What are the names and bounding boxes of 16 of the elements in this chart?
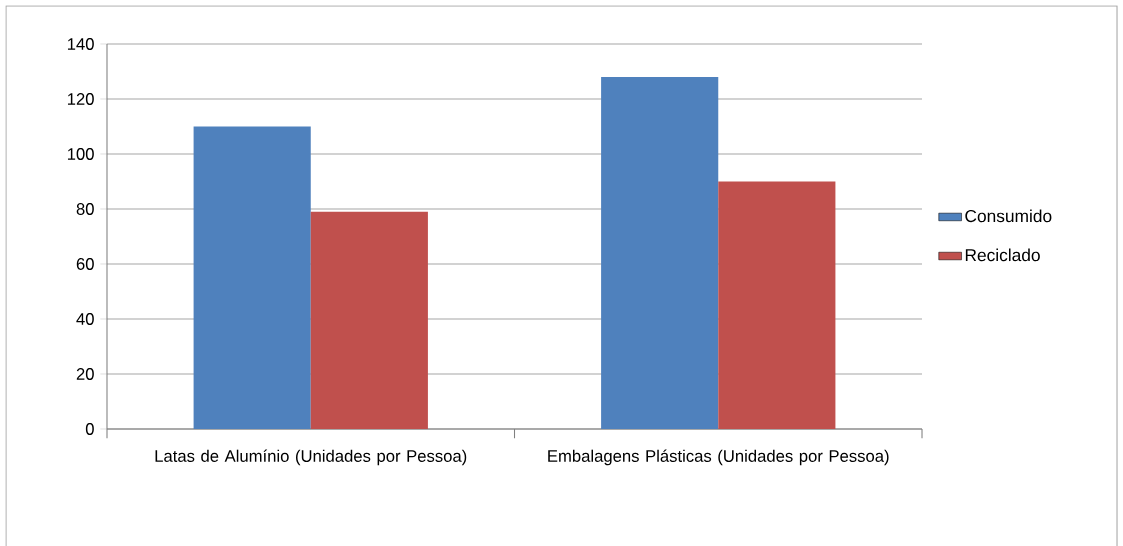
y-tick-label: 40	[76, 313, 94, 325]
bar	[718, 181, 836, 429]
bar	[310, 211, 428, 429]
y-tick-label: 60	[76, 258, 94, 270]
bar	[601, 77, 719, 429]
y-tick-label: 100	[67, 148, 94, 160]
legend-label: Reciclado	[965, 248, 1040, 262]
y-tick-label: 20	[76, 368, 94, 380]
x-tick-label: Latas de Alumínio (Unidades por Pessoa)	[155, 449, 467, 466]
legend-label: Consumido	[965, 209, 1052, 223]
y-tick-label: 0	[85, 423, 94, 435]
y-tick-label: 80	[76, 203, 94, 215]
x-tick-label: Embalagens Plásticas (Unidades por Pessoa)	[548, 449, 889, 466]
y-tick-label: 140	[67, 38, 94, 50]
y-tick-label: 120	[67, 93, 94, 105]
bar	[193, 126, 311, 429]
